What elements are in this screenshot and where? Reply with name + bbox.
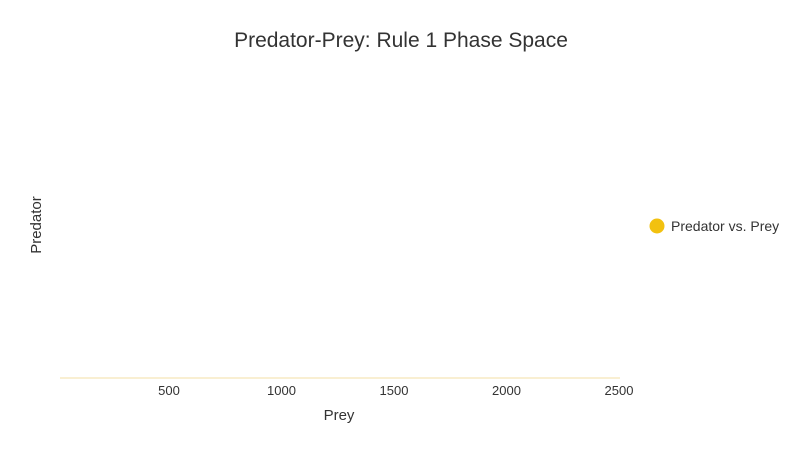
- chart-title: Predator-Prey: Rule 1 Phase Space: [234, 29, 568, 52]
- x-axis-label: Prey: [324, 407, 355, 424]
- x-tick-label: 1000: [267, 383, 296, 398]
- x-tick-label: 1500: [380, 383, 409, 398]
- y-axis-label: Predator: [28, 196, 45, 254]
- legend[interactable]: Predator vs. Prey: [649, 218, 780, 234]
- x-tick-label: 2000: [492, 383, 521, 398]
- legend-marker: [649, 218, 665, 234]
- x-tick-label: 500: [158, 383, 180, 398]
- legend-label: Predator vs. Prey: [671, 218, 779, 234]
- x-axis-ticks: 500 1000 1500 2000 2500: [158, 383, 633, 398]
- x-tick-label: 2500: [605, 383, 634, 398]
